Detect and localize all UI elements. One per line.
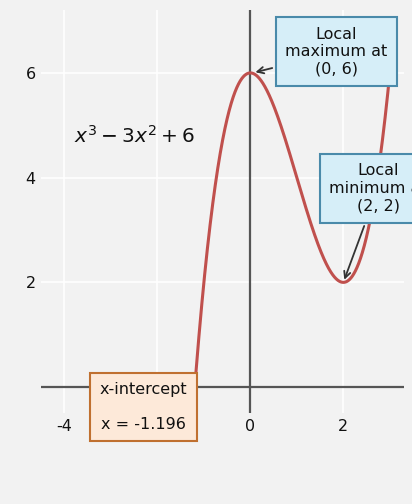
Text: Local
maximum at
(0, 6): Local maximum at (0, 6) <box>258 27 388 77</box>
Text: Local
minimum at
(2, 2): Local minimum at (2, 2) <box>329 163 412 278</box>
Text: x-intercept

x = -1.196: x-intercept x = -1.196 <box>100 382 190 432</box>
Text: $x^3 - 3x^2 + 6$: $x^3 - 3x^2 + 6$ <box>74 125 194 147</box>
